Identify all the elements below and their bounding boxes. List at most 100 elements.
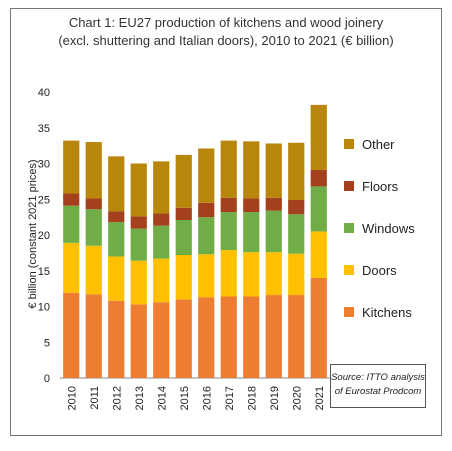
- y-tick-label: 30: [38, 159, 50, 171]
- legend-label-doors: Doors: [362, 263, 397, 278]
- bar-segment-doors-2020: [288, 253, 305, 296]
- bar-segment-other-2014: [153, 161, 170, 214]
- x-tick-label: 2012: [111, 386, 123, 410]
- bar-segment-doors-2014: [153, 258, 170, 303]
- bar-segment-other-2016: [198, 148, 215, 203]
- bar-segment-floors-2016: [198, 202, 215, 218]
- legend-swatch-windows: [344, 223, 354, 233]
- bar-segment-floors-2015: [175, 207, 192, 220]
- y-tick-label: 0: [44, 373, 50, 385]
- legend-label-floors: Floors: [362, 179, 399, 194]
- y-tick-label: 40: [38, 87, 50, 99]
- bar-segment-other-2019: [265, 143, 282, 198]
- bar-segment-floors-2021: [310, 169, 327, 187]
- source-line-1: Source: ITTO analysis: [331, 372, 425, 383]
- bar-segment-windows-2015: [175, 219, 192, 256]
- bar-segment-windows-2018: [243, 212, 260, 253]
- legend-swatch-kitchens: [344, 307, 354, 317]
- bar-segment-windows-2017: [220, 212, 237, 251]
- bar-segment-doors-2018: [243, 252, 260, 297]
- bar-segment-windows-2019: [265, 210, 282, 253]
- bar-segment-kitchens-2015: [175, 299, 192, 378]
- bar-segment-floors-2020: [288, 199, 305, 215]
- bar-segment-doors-2016: [198, 254, 215, 298]
- bar-segment-floors-2010: [63, 193, 80, 206]
- bar-segment-kitchens-2013: [130, 304, 147, 378]
- bar-segment-windows-2020: [288, 214, 305, 254]
- bar-segment-floors-2012: [108, 211, 125, 223]
- x-tick-label: 2016: [201, 386, 213, 410]
- y-tick-label: 5: [44, 337, 50, 349]
- bar-segment-doors-2013: [130, 260, 147, 305]
- chart-title: Chart 1: EU27 production of kitchens and…: [68, 15, 384, 30]
- bar-segment-other-2017: [220, 140, 237, 198]
- bar-segment-kitchens-2020: [288, 295, 305, 378]
- axes: 0 5 10 15 20 25 30 35 40: [38, 87, 330, 385]
- bar-segment-windows-2014: [153, 225, 170, 259]
- x-tick-label: 2018: [246, 386, 258, 410]
- bar-segment-kitchens-2018: [243, 296, 260, 378]
- bar-segment-floors-2018: [243, 198, 260, 213]
- y-tick-label: 15: [38, 266, 50, 278]
- bar-segment-doors-2017: [220, 250, 237, 297]
- legend-label-windows: Windows: [362, 221, 415, 236]
- bar-segment-doors-2015: [175, 255, 192, 300]
- x-tick-label: 2015: [179, 386, 191, 410]
- bar-segment-windows-2013: [130, 228, 147, 261]
- bar-segment-other-2020: [288, 142, 305, 200]
- bar-segment-other-2012: [108, 156, 125, 212]
- bar-segment-kitchens-2017: [220, 296, 237, 378]
- bar-segment-other-2013: [130, 163, 147, 217]
- bar-segment-kitchens-2011: [85, 294, 102, 378]
- chart-subtitle: (excl. shuttering and Italian doors), 20…: [58, 33, 394, 48]
- x-tick-label: 2013: [134, 386, 146, 410]
- x-tick-label: 2017: [224, 386, 236, 410]
- bar-segment-floors-2011: [85, 198, 102, 210]
- bar-segment-doors-2021: [310, 231, 327, 278]
- x-tick-label: 2011: [89, 386, 101, 410]
- y-axis-label: € billion (constant 2021 prices): [27, 159, 39, 308]
- bar-segment-floors-2013: [130, 216, 147, 229]
- bar-segment-doors-2011: [85, 245, 102, 295]
- bar-segment-other-2015: [175, 154, 192, 208]
- bar-segment-other-2011: [85, 142, 102, 199]
- bar-segment-doors-2010: [63, 242, 80, 293]
- bar-segment-kitchens-2014: [153, 302, 170, 378]
- bar-segment-windows-2021: [310, 186, 327, 232]
- bar-segment-kitchens-2010: [63, 292, 80, 378]
- bar-segment-windows-2016: [198, 217, 215, 255]
- legend-label-other: Other: [362, 137, 395, 152]
- bar-segment-floors-2014: [153, 213, 170, 226]
- y-tick-label: 25: [38, 194, 50, 206]
- x-tick-label: 2021: [314, 386, 326, 410]
- bar-segment-floors-2019: [265, 197, 282, 211]
- bar-segment-kitchens-2016: [198, 297, 215, 378]
- bar-segment-kitchens-2021: [310, 277, 327, 378]
- bar-segment-other-2021: [310, 104, 327, 170]
- x-tick-label: 2019: [269, 386, 281, 410]
- legend-label-kitchens: Kitchens: [362, 305, 412, 320]
- bar-segment-doors-2019: [265, 252, 282, 296]
- y-tick-label: 10: [38, 302, 50, 314]
- bar-segment-other-2010: [63, 140, 80, 194]
- bar-segment-floors-2017: [220, 197, 237, 213]
- source-note: Source: ITTO analysis of Eurostat Prodco…: [330, 364, 426, 408]
- legend: Other Floors Windows Doors Kitchens: [344, 137, 415, 320]
- bar-segment-windows-2012: [108, 222, 125, 257]
- source-line-2: of Eurostat Prodcom: [334, 386, 422, 397]
- legend-swatch-doors: [344, 265, 354, 275]
- bar-segment-doors-2012: [108, 256, 125, 301]
- bar-segment-windows-2010: [63, 205, 80, 243]
- bars: 2010 2011 2012 2013 2014 2015 2016 2017 2018 2019…: [63, 104, 327, 410]
- bar-segment-other-2018: [243, 141, 260, 199]
- x-tick-label: 2014: [156, 386, 168, 410]
- legend-swatch-other: [344, 139, 354, 149]
- bar-segment-windows-2011: [85, 209, 102, 246]
- y-tick-label: 20: [38, 230, 50, 242]
- x-tick-label: 2020: [291, 386, 303, 410]
- x-tick-label: 2010: [66, 386, 78, 410]
- bar-segment-kitchens-2019: [265, 295, 282, 378]
- bar-segment-kitchens-2012: [108, 300, 125, 378]
- y-tick-label: 35: [38, 123, 50, 135]
- legend-swatch-floors: [344, 181, 354, 191]
